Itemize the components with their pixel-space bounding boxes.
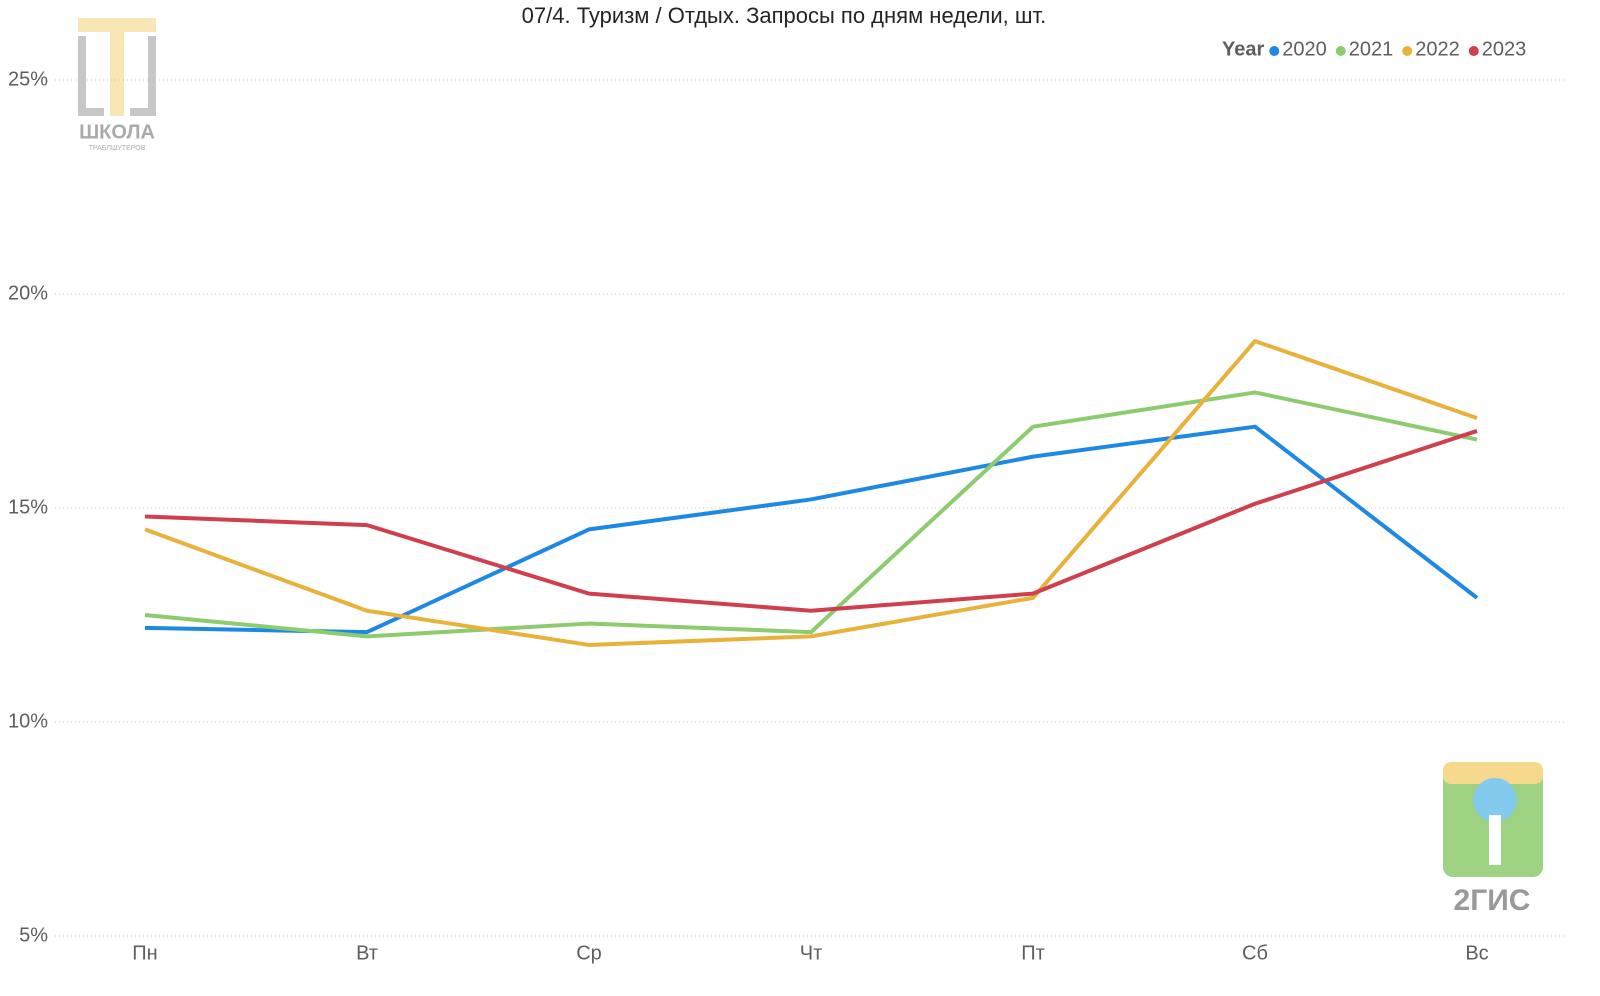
series-line [144, 390, 1478, 639]
legend-marker [1468, 46, 1479, 56]
logo-shape [1443, 762, 1543, 784]
y-tick-label: 10% [8, 710, 48, 732]
legend-title: Year [1222, 38, 1264, 60]
legend-label: 2020 [1282, 38, 1327, 60]
series-line [144, 429, 1478, 613]
y-tick-label: 5% [19, 924, 48, 946]
logo-shape [1473, 778, 1517, 822]
legend-label: 2023 [1482, 38, 1527, 60]
x-tick-label: Пн [132, 942, 157, 964]
chart-title: 07/4. Туризм / Отдых. Запросы по дням не… [522, 3, 1047, 28]
y-tick-label: 20% [8, 282, 48, 304]
legend-label: 2021 [1349, 38, 1394, 60]
x-tick-label: Пт [1021, 942, 1045, 964]
y-tick-label: 25% [8, 68, 48, 90]
school-logo: ШКОЛА ТРАБЛШУТЕРОВ [78, 18, 156, 152]
x-tick-label: Чт [800, 942, 823, 964]
x-tick-label: Сб [1242, 942, 1268, 964]
logo-shape [110, 32, 124, 116]
logo-text: ШКОЛА [79, 121, 155, 143]
legend-marker [1402, 46, 1413, 56]
logo-subtext: ТРАБЛШУТЕРОВ [89, 145, 146, 152]
logo-shape [78, 18, 156, 32]
legend-marker [1335, 46, 1346, 56]
y-tick-label: 15% [8, 496, 48, 518]
legend-marker [1269, 46, 1280, 56]
x-tick-label: Ср [576, 942, 602, 964]
brand-logo: 2ГИС [1443, 762, 1543, 917]
x-tick-label: Вт [356, 942, 378, 964]
legend-label: 2022 [1415, 38, 1460, 60]
series-line [144, 339, 1478, 647]
logo-shape [1489, 815, 1501, 865]
series-line [144, 424, 1479, 635]
x-tick-label: Вс [1465, 942, 1488, 964]
logo-text: 2ГИС [1454, 884, 1531, 917]
logo-shape [78, 36, 156, 116]
